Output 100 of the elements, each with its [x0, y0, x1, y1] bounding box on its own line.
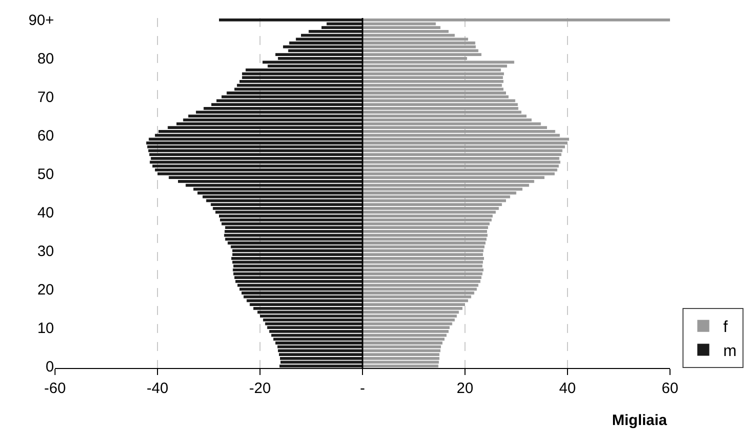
bar	[154, 168, 362, 172]
bar	[237, 284, 362, 287]
bar	[273, 338, 362, 341]
bar	[362, 18, 670, 22]
bar	[253, 306, 362, 310]
bar	[147, 145, 362, 148]
bar	[362, 326, 450, 330]
bar	[362, 42, 476, 44]
bar	[244, 295, 362, 298]
bar	[146, 142, 362, 144]
bar	[362, 284, 478, 287]
bar	[362, 206, 499, 210]
bar	[242, 76, 362, 80]
bar	[362, 264, 482, 268]
bar	[362, 295, 472, 298]
bar	[220, 218, 362, 222]
bar	[234, 276, 362, 280]
y-tick-label: 50	[37, 166, 54, 184]
x-tick-label: -40	[146, 380, 168, 397]
bar	[275, 53, 362, 56]
bar	[362, 306, 462, 310]
bar	[212, 206, 362, 210]
bar	[269, 330, 362, 333]
bar	[362, 353, 440, 356]
bar	[197, 192, 362, 194]
bar	[267, 326, 362, 330]
bar	[362, 153, 562, 156]
bar	[275, 342, 362, 344]
bar	[225, 226, 362, 230]
bar	[362, 142, 568, 144]
bar	[277, 345, 362, 348]
bar	[158, 130, 362, 133]
bar	[362, 345, 441, 348]
bar	[362, 334, 447, 337]
bar	[362, 203, 502, 206]
bar	[362, 238, 487, 241]
bar	[362, 80, 504, 83]
bar	[362, 53, 482, 56]
bar	[263, 318, 362, 322]
bar	[362, 330, 449, 333]
bar	[362, 218, 492, 222]
bar	[362, 356, 440, 360]
bar	[219, 18, 362, 22]
bar	[232, 253, 362, 256]
bar	[362, 106, 518, 110]
bar	[240, 80, 362, 83]
bar	[362, 318, 455, 322]
bar	[152, 164, 362, 168]
bar	[362, 230, 488, 233]
bar	[242, 292, 362, 294]
bar	[362, 103, 518, 106]
y-tick-label: 30	[37, 242, 54, 260]
bar	[278, 353, 362, 356]
bar	[260, 314, 362, 318]
bar	[362, 292, 474, 294]
bar	[250, 303, 362, 306]
legend-label: m	[723, 342, 737, 360]
bar	[150, 156, 362, 160]
bar	[362, 276, 482, 280]
x-tick-label: 20	[456, 380, 474, 397]
bar	[362, 92, 506, 94]
x-tick-label: -	[360, 380, 365, 397]
bar	[233, 264, 362, 268]
y-tick-label: 0	[46, 358, 54, 376]
bar	[246, 68, 362, 72]
bar	[236, 84, 362, 87]
bar	[362, 226, 488, 230]
y-tick-label: 60	[37, 128, 54, 145]
bar	[271, 334, 362, 337]
bar	[225, 238, 362, 241]
y-tick-label: 70	[37, 89, 54, 106]
bar	[283, 45, 362, 48]
bar	[362, 164, 559, 168]
bar	[362, 253, 483, 256]
bar	[219, 214, 362, 218]
bar	[231, 256, 362, 260]
bar	[279, 364, 362, 368]
bar	[362, 268, 484, 272]
bar	[362, 338, 444, 341]
bar	[148, 138, 362, 141]
x-tick-label: -60	[44, 380, 66, 397]
bar	[362, 138, 570, 141]
bar	[362, 280, 480, 283]
bar	[224, 234, 362, 237]
y-tick-label: 40	[37, 204, 54, 222]
bar	[235, 280, 362, 283]
bar	[362, 156, 560, 160]
bar	[149, 153, 362, 156]
bar	[362, 288, 477, 291]
bar	[362, 84, 502, 87]
bar	[280, 356, 362, 360]
bar	[362, 234, 488, 237]
y-tick-label: 90+	[28, 12, 54, 30]
x-tick-label: 60	[662, 380, 678, 397]
y-tick-label: 80	[37, 50, 54, 68]
bar	[232, 268, 362, 272]
bar	[362, 364, 438, 368]
bar	[240, 288, 362, 291]
bar	[362, 168, 558, 172]
x-axis-title: Migliaia	[612, 412, 668, 429]
